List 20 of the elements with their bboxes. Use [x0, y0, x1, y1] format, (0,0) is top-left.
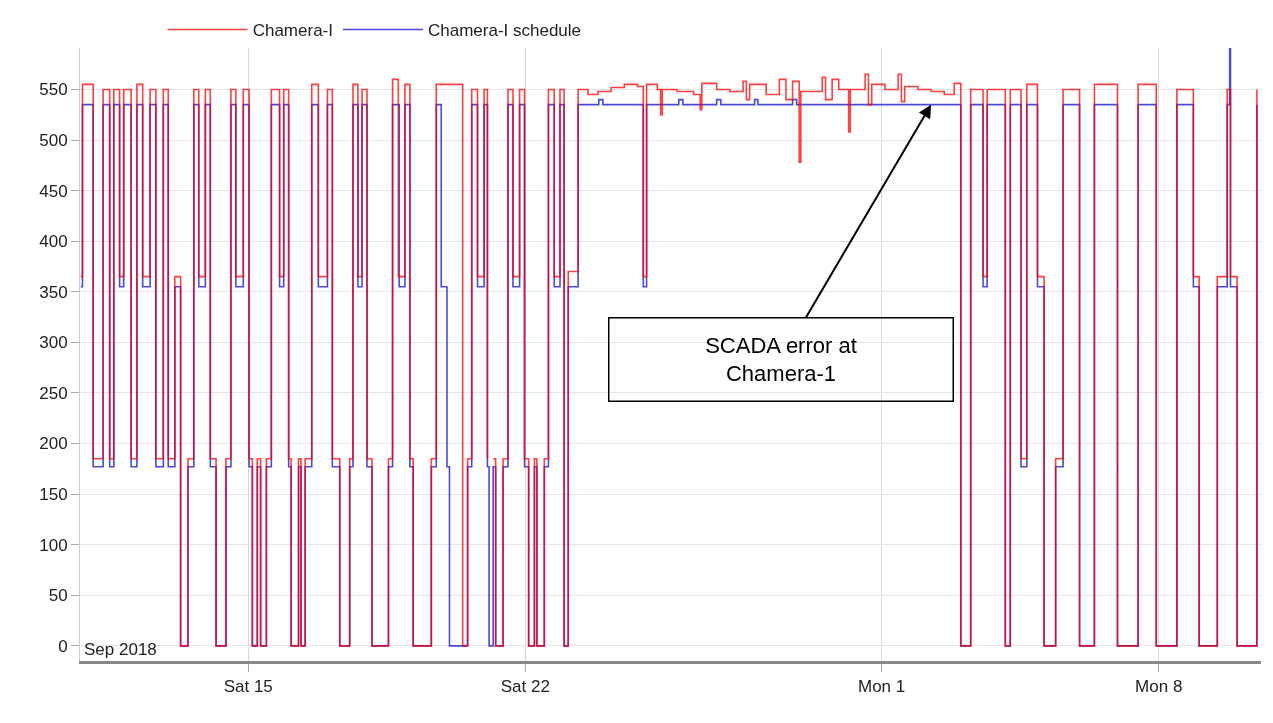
y-tick-label: 350 [39, 282, 68, 302]
y-tick-label: 150 [39, 485, 68, 505]
annotation: Sep 2018 [84, 640, 157, 659]
y-tick-label: 250 [39, 383, 68, 403]
y-tick-label: 0 [58, 636, 68, 656]
legend-label: Chamera-I [252, 21, 333, 41]
x-tick-label: Sat 15 [223, 677, 273, 697]
y-tick-label: 500 [39, 131, 68, 150]
y-tick-label: 200 [39, 434, 68, 454]
y-tick-label: 450 [39, 181, 68, 201]
x-tick-label: Sat 22 [500, 677, 550, 697]
annotation: SCADA error at Chamera-1 [705, 332, 857, 387]
y-tick-label: 100 [39, 535, 68, 555]
y-tick-label: 550 [39, 80, 68, 100]
legend-label: Chamera-I schedule [427, 21, 582, 41]
x-tick-label: Mon 8 [1135, 677, 1183, 697]
y-tick-label: 50 [48, 586, 68, 606]
y-tick-label: 300 [39, 333, 68, 353]
y-tick-label: 400 [39, 232, 68, 252]
x-tick-label: Mon 1 [858, 677, 906, 697]
